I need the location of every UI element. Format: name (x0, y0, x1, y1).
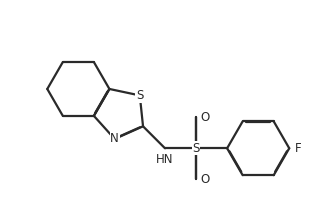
Text: S: S (193, 142, 200, 155)
Text: N: N (110, 133, 119, 145)
Text: S: S (136, 89, 144, 102)
Text: N: N (110, 133, 119, 145)
Text: HN: HN (156, 153, 174, 166)
Text: O: O (200, 111, 209, 124)
Text: S: S (136, 89, 144, 102)
Text: F: F (295, 142, 301, 155)
Text: O: O (200, 173, 209, 186)
